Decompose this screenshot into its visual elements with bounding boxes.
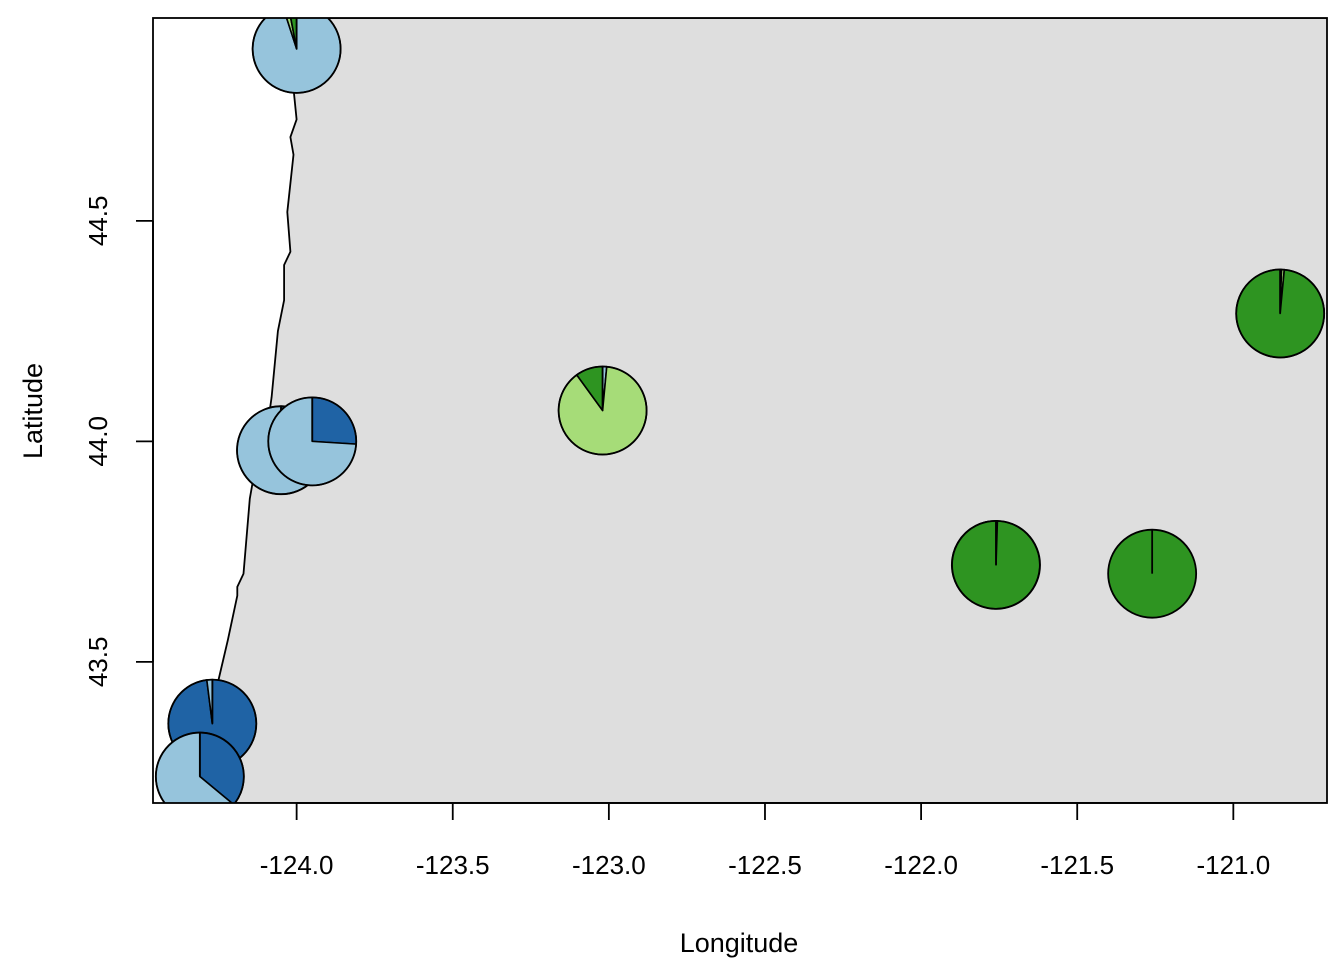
pie-marker bbox=[251, 18, 342, 94]
x-tick-label: -124.0 bbox=[260, 850, 334, 880]
pie-outline bbox=[951, 519, 1041, 610]
y-axis-title: Latitude bbox=[18, 363, 48, 459]
x-tick-label: -121.5 bbox=[1040, 850, 1114, 880]
x-axis-title: Longitude bbox=[680, 928, 799, 958]
y-axis: 43.5 44.0 44.5 bbox=[83, 196, 154, 688]
pie-markers bbox=[154, 18, 1326, 803]
pie-marker bbox=[267, 396, 358, 487]
x-tick-label: -121.0 bbox=[1196, 850, 1270, 880]
pie-slice bbox=[285, 18, 298, 50]
y-tick-label: 43.5 bbox=[83, 637, 113, 688]
pie-marker bbox=[951, 519, 1041, 610]
y-tick-label: 44.5 bbox=[83, 196, 113, 247]
pie-marker bbox=[154, 731, 245, 803]
pie-marker bbox=[1235, 268, 1326, 359]
pie-outline bbox=[251, 18, 342, 94]
plot-area bbox=[153, 18, 1327, 803]
pie-outline bbox=[154, 731, 245, 803]
pie-marker bbox=[557, 365, 648, 456]
x-axis: -124.0 -123.5 -123.0 -122.5 -122.0 -121.5 -121… bbox=[260, 802, 1270, 880]
pie-outline bbox=[267, 396, 358, 487]
pie-marker bbox=[1107, 528, 1198, 619]
pie-outline bbox=[557, 365, 648, 456]
y-tick-label: 44.0 bbox=[83, 416, 113, 467]
x-tick-label: -123.5 bbox=[416, 850, 490, 880]
x-tick-label: -123.0 bbox=[572, 850, 646, 880]
pie-outline bbox=[1107, 528, 1198, 619]
x-tick-label: -122.0 bbox=[884, 850, 958, 880]
pie-outline bbox=[1235, 268, 1326, 359]
x-tick-label: -122.5 bbox=[728, 850, 802, 880]
pie-slice bbox=[289, 18, 298, 50]
